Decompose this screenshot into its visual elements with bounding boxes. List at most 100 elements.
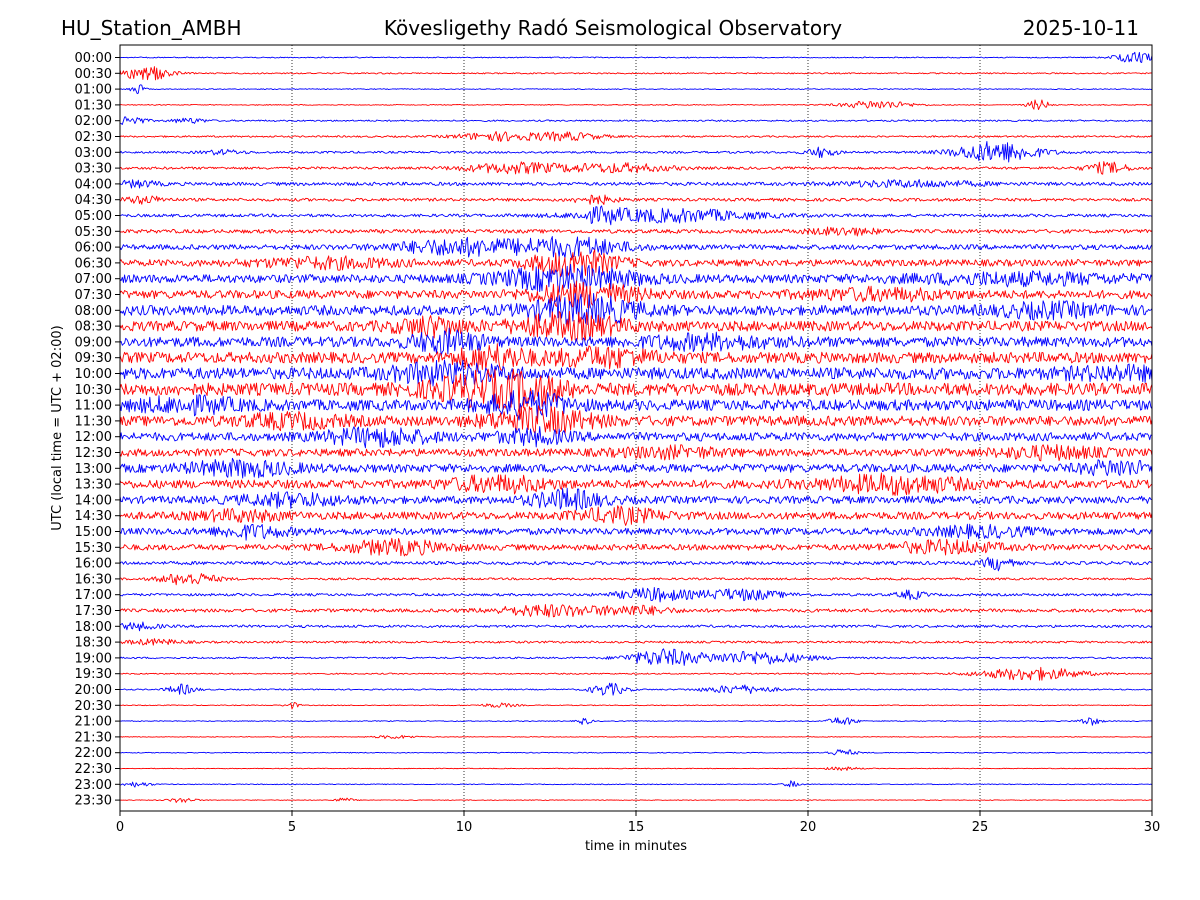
y-tick-label-14: 07:00 (75, 272, 112, 287)
trace-row-35 (119, 604, 1153, 618)
trace-row-33 (120, 573, 1152, 586)
trace-row-28 (119, 487, 1153, 511)
y-tick-label-40: 20:00 (75, 683, 112, 698)
trace-row-12 (119, 236, 1153, 260)
trace-row-18 (119, 327, 1153, 357)
y-axis-ticks: 00:0000:3001:0001:3002:0002:3003:0003:30… (75, 51, 120, 809)
trace-row-0 (119, 51, 1153, 63)
x-tick-label-4: 20 (800, 820, 817, 835)
trace-row-41 (119, 702, 1153, 710)
y-tick-label-33: 16:30 (75, 572, 112, 587)
y-tick-label-28: 14:00 (75, 493, 112, 508)
trace-row-5 (119, 131, 1153, 143)
y-tick-label-44: 22:00 (75, 746, 112, 761)
y-tick-label-19: 09:30 (75, 351, 112, 366)
y-tick-label-4: 02:00 (75, 114, 112, 129)
y-tick-label-2: 01:00 (75, 83, 112, 98)
trace-row-44 (119, 749, 1153, 756)
y-tick-label-27: 13:30 (75, 478, 112, 493)
trace-row-39 (120, 666, 1153, 681)
y-tick-label-47: 23:30 (75, 794, 112, 809)
y-tick-label-8: 04:00 (75, 177, 112, 192)
trace-group (119, 51, 1153, 803)
trace-row-21 (119, 368, 1153, 411)
y-tick-label-21: 10:30 (75, 383, 112, 398)
x-axis-label: time in minutes (585, 839, 687, 854)
trace-row-32 (119, 556, 1153, 572)
y-tick-label-38: 19:00 (75, 651, 112, 666)
trace-row-14 (119, 263, 1153, 293)
trace-row-15 (119, 280, 1153, 309)
trace-row-24 (119, 426, 1153, 449)
trace-row-1 (119, 66, 1153, 81)
x-tick-label-3: 15 (628, 820, 645, 835)
y-tick-label-13: 06:30 (75, 256, 112, 271)
grid-lines (291, 45, 981, 811)
trace-row-26 (119, 457, 1153, 479)
y-tick-label-31: 15:30 (75, 541, 112, 556)
trace-row-34 (119, 587, 1153, 603)
trace-row-10 (119, 205, 1153, 226)
trace-row-23 (119, 405, 1153, 435)
y-tick-label-45: 22:30 (75, 762, 112, 777)
y-tick-label-43: 21:30 (75, 730, 112, 745)
y-tick-label-32: 16:00 (75, 557, 112, 572)
trace-row-9 (119, 194, 1153, 205)
y-tick-label-7: 03:30 (75, 162, 112, 177)
y-tick-label-16: 08:00 (75, 304, 112, 319)
y-tick-label-23: 11:30 (75, 414, 112, 429)
x-tick-label-1: 5 (288, 820, 296, 835)
y-tick-label-37: 18:30 (75, 636, 112, 651)
trace-row-31 (119, 537, 1153, 557)
trace-row-27 (119, 472, 1153, 496)
trace-row-20 (119, 359, 1153, 387)
y-tick-label-35: 17:30 (75, 604, 112, 619)
y-tick-label-15: 07:30 (75, 288, 112, 303)
trace-row-30 (119, 523, 1153, 541)
x-tick-label-0: 0 (116, 820, 124, 835)
x-tick-label-2: 10 (456, 820, 473, 835)
plot-frame (119, 44, 1153, 812)
trace-row-40 (120, 682, 1153, 696)
trace-row-47 (119, 797, 1153, 803)
y-tick-label-30: 15:00 (75, 525, 112, 540)
y-tick-label-24: 12:00 (75, 430, 112, 445)
y-tick-label-39: 19:30 (75, 667, 112, 682)
x-tick-label-5: 25 (972, 820, 989, 835)
trace-row-19 (119, 343, 1153, 372)
y-tick-label-34: 17:00 (75, 588, 112, 603)
trace-row-7 (119, 161, 1153, 175)
trace-row-46 (119, 780, 1153, 788)
y-tick-label-0: 00:00 (75, 51, 112, 66)
y-tick-label-5: 02:30 (75, 130, 112, 145)
trace-row-42 (119, 717, 1153, 726)
y-axis-label: UTC (local time = UTC + 02:00) (50, 325, 65, 530)
trace-row-38 (119, 648, 1153, 666)
trace-row-36 (119, 621, 1153, 632)
trace-row-13 (119, 249, 1153, 278)
y-tick-label-10: 05:00 (75, 209, 112, 224)
trace-row-22 (119, 389, 1153, 421)
trace-row-17 (119, 310, 1153, 342)
trace-row-37 (119, 638, 1153, 646)
y-tick-label-20: 10:00 (75, 367, 112, 382)
y-tick-label-29: 14:30 (75, 509, 112, 524)
trace-row-6 (119, 141, 1153, 163)
y-tick-label-12: 06:00 (75, 241, 112, 256)
date-label: 2025-10-11 (1023, 16, 1139, 40)
trace-row-4 (119, 116, 1153, 125)
station-label: HU_Station_AMBH (61, 16, 241, 40)
trace-row-11 (119, 226, 1153, 237)
trace-row-29 (119, 505, 1153, 526)
y-tick-label-1: 00:30 (75, 67, 112, 82)
y-tick-label-42: 21:00 (75, 715, 112, 730)
x-axis-ticks: 0 5 10 15 20 25 30 (116, 811, 1160, 835)
y-tick-label-22: 11:00 (75, 399, 112, 414)
x-tick-label-6: 30 (1144, 820, 1161, 835)
chart-title: Kövesligethy Radó Seismological Observat… (384, 16, 842, 40)
trace-row-16 (119, 292, 1153, 327)
y-tick-label-46: 23:00 (75, 778, 112, 793)
trace-row-2 (119, 84, 1153, 95)
y-tick-label-36: 18:00 (75, 620, 112, 635)
